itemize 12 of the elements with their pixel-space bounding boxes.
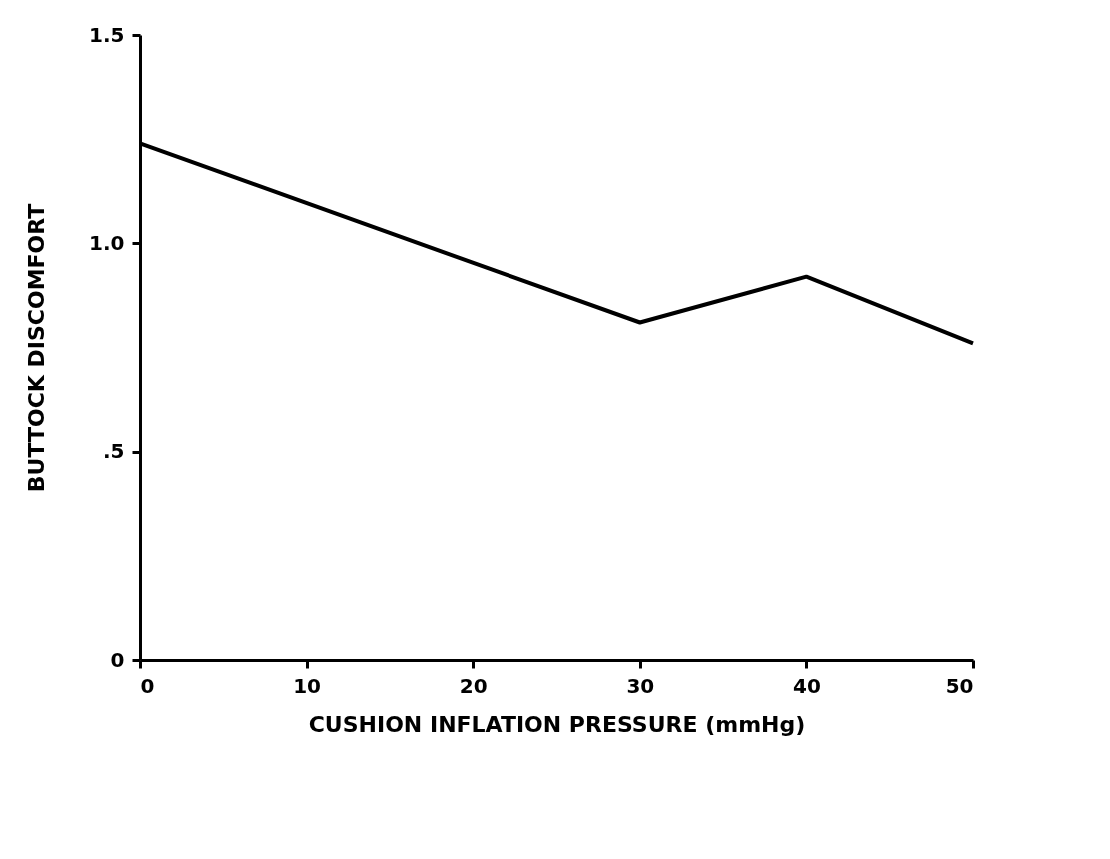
x-tick-label: 40 [792,673,821,698]
x-tick-label: 50 [945,673,974,698]
x-tick-label: 20 [459,673,488,698]
y-tick-label: 0 [110,647,125,672]
y-tick-label: .5 [102,439,125,464]
x-axis-title: CUSHION INFLATION PRESSURE (mmHg) [308,711,806,737]
x-tick-label: 0 [140,673,155,698]
y-tick-label: 1.5 [89,22,125,47]
x-tick-label: 30 [626,673,655,698]
y-axis-title: BUTTOCK DISCOMFORT [24,203,50,493]
y-tick-label: 1.0 [89,230,125,255]
x-tick-label: 10 [293,673,322,698]
